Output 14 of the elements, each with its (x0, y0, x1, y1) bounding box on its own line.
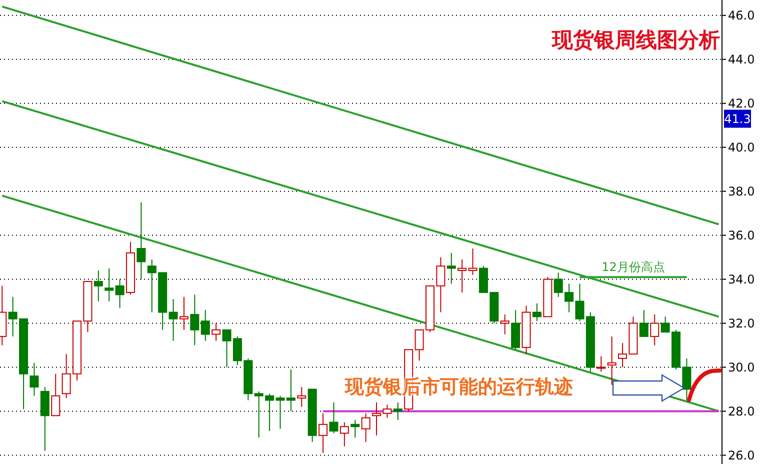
y-tick-label: 34.0 (728, 272, 755, 287)
y-tick-label: 28.0 (728, 404, 755, 418)
y-tick-label: 36.0 (728, 228, 755, 243)
y-tick-label: 26.0 (728, 448, 755, 462)
y-tick-label: 44.0 (728, 52, 755, 67)
y-tick-label: 42.0 (728, 96, 755, 111)
text: 现货银周线图分析 (552, 27, 720, 54)
series-label: 12月份高点 (602, 260, 665, 274)
y-tick-label: 38.0 (728, 184, 755, 199)
y-tick-label: 46.0 (728, 8, 755, 23)
y-tick-label: 30.0 (728, 360, 755, 374)
annotation: 41.3 (724, 112, 751, 126)
y-tick-label: 32.0 (728, 316, 755, 331)
y-tick-label: 40.0 (728, 140, 755, 155)
